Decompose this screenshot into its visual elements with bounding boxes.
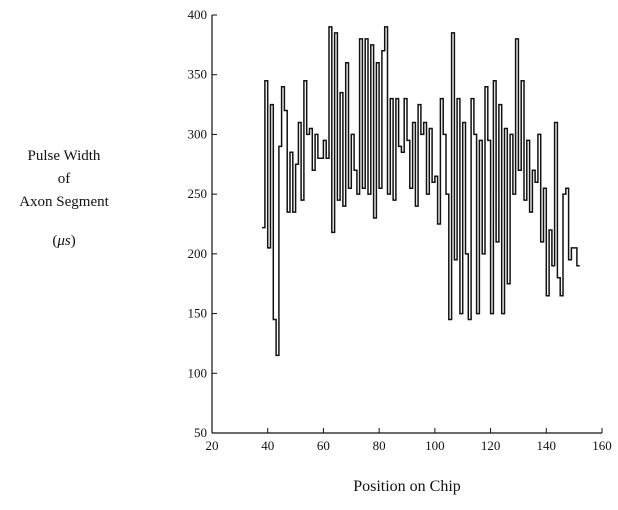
y-tick-label: 300 bbox=[188, 126, 208, 141]
y-tick-label: 350 bbox=[188, 67, 208, 82]
y-axis-unit-open: ( bbox=[52, 233, 58, 249]
y-tick-label: 400 bbox=[188, 7, 208, 22]
chart-series bbox=[262, 26, 580, 357]
series-line-0 bbox=[262, 26, 580, 357]
y-tick-label: 150 bbox=[188, 306, 208, 321]
chart-axes: 50 100 150 200 250 300 350 400 20 40 60 80 100 120 140… bbox=[188, 7, 612, 453]
y-axis-unit-symbol: μs bbox=[57, 233, 71, 249]
x-tick-label: 160 bbox=[592, 438, 612, 453]
y-axis-label-line-1: Pulse Width bbox=[27, 148, 101, 164]
y-axis-unit-close: ) bbox=[70, 233, 76, 249]
y-tick-label: 200 bbox=[188, 246, 208, 261]
y-axis-label-line-2: of bbox=[57, 171, 71, 187]
x-tick-label: 60 bbox=[317, 438, 330, 453]
y-tick-label: 250 bbox=[188, 186, 208, 201]
x-axis-label: Position on Chip bbox=[353, 478, 461, 495]
y-tick-label: 50 bbox=[194, 425, 207, 440]
y-tick-label: 100 bbox=[188, 365, 208, 380]
x-tick-label: 80 bbox=[373, 438, 386, 453]
x-tick-label: 140 bbox=[537, 438, 557, 453]
x-tick-label: 100 bbox=[425, 438, 445, 453]
x-tick-label: 120 bbox=[481, 438, 501, 453]
y-axis-label-line-3: Axon Segment bbox=[19, 194, 109, 210]
y-axis-unit: (μs) bbox=[0, 234, 128, 249]
x-tick-label: 40 bbox=[261, 438, 274, 453]
x-tick-label: 20 bbox=[206, 438, 219, 453]
